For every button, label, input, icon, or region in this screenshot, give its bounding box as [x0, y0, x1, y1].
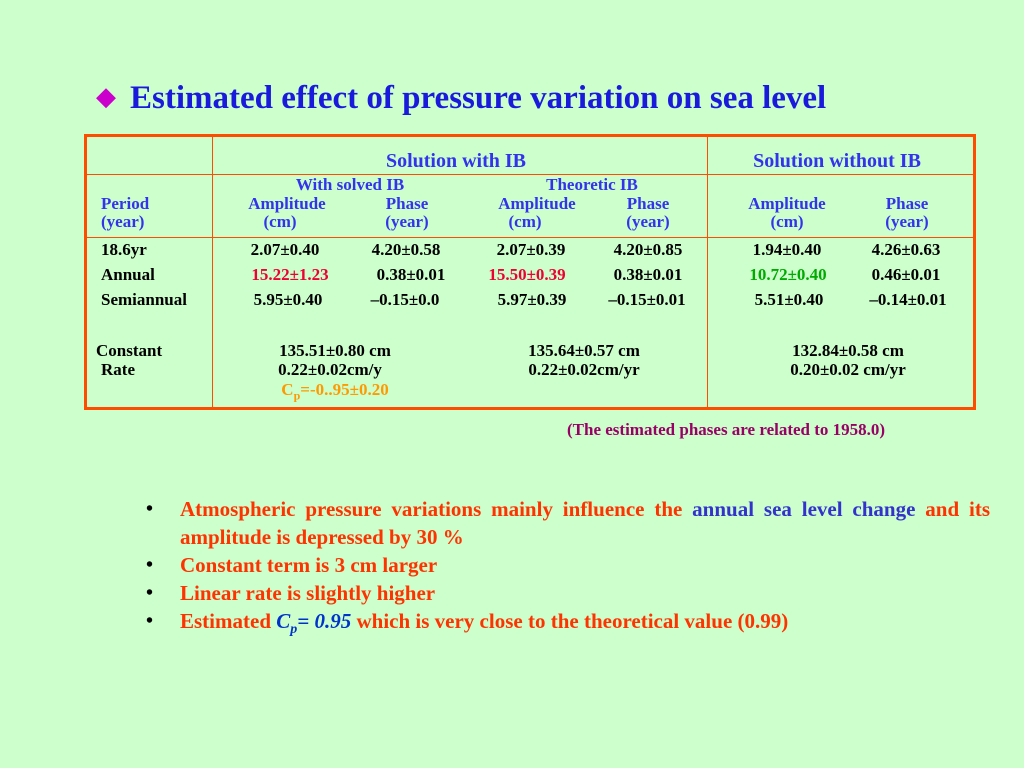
- col-phase: Phase: [885, 194, 929, 213]
- col-amplitude: Amplitude: [248, 194, 326, 213]
- bullet-dot-icon: •: [146, 610, 154, 632]
- col-phase-unit: (year): [385, 212, 429, 231]
- cell-without-amplitude: 5.51±0.40: [754, 290, 824, 309]
- constant-solved: 135.51±0.80 cm: [279, 341, 391, 360]
- cell-solved-phase: –0.15±0.0: [370, 290, 440, 309]
- diamond-bullet-icon: ◆: [96, 82, 116, 111]
- cell-theoretic-phase: 4.20±0.85: [613, 240, 683, 259]
- col-amplitude-unit: (cm): [770, 212, 804, 231]
- header-with-solved-ib: With solved IB: [295, 175, 405, 194]
- row-label: 18.6yr: [101, 240, 147, 259]
- cell-solved-amplitude: 2.07±0.40: [250, 240, 320, 259]
- conclusion-list: • Atmospheric pressure variations mainly …: [140, 495, 990, 644]
- cell-without-amplitude: 1.94±0.40: [752, 240, 822, 259]
- row-label: Annual: [101, 265, 155, 284]
- col-phase: Phase: [385, 194, 429, 213]
- col-amplitude-unit: (cm): [508, 212, 542, 231]
- col-period-unit: (year): [101, 212, 145, 231]
- constant-label: Constant: [96, 341, 163, 360]
- col-period: Period: [101, 194, 150, 213]
- rate-theoretic: 0.22±0.02cm/yr: [528, 360, 640, 379]
- cell-without-phase: 0.46±0.01: [871, 265, 941, 284]
- constant-theoretic: 135.64±0.57 cm: [528, 341, 640, 360]
- cell-theoretic-phase: 0.38±0.01: [613, 265, 683, 284]
- header-theoretic-ib: Theoretic IB: [546, 175, 638, 194]
- cell-solved-phase: 4.20±0.58: [371, 240, 441, 259]
- bullet-dot-icon: •: [146, 582, 154, 604]
- list-item: • Atmospheric pressure variations mainly …: [146, 497, 990, 549]
- slide-title-text: Estimated effect of pressure variation o…: [130, 80, 827, 116]
- header-solution-without-ib: Solution without IB: [753, 150, 921, 172]
- rate-label: Rate: [101, 360, 135, 379]
- header-solution-with-ib: Solution with IB: [385, 150, 527, 172]
- cell-theoretic-phase: –0.15±0.01: [608, 290, 686, 309]
- col-amplitude-unit: (cm): [263, 212, 297, 231]
- col-amplitude: Amplitude: [498, 194, 576, 213]
- constant-without: 132.84±0.58 cm: [792, 341, 904, 360]
- row-label: Semiannual: [101, 290, 187, 309]
- cell-theoretic-amplitude: 2.07±0.39: [496, 240, 566, 259]
- results-table: Solution with IB Solution without IB Wit…: [84, 134, 976, 410]
- col-phase: Phase: [626, 194, 670, 213]
- col-amplitude: Amplitude: [748, 194, 826, 213]
- table-divider: [212, 137, 213, 407]
- cell-theoretic-amplitude: 5.97±0.39: [497, 290, 567, 309]
- cell-solved-phase: 0.38±0.01: [376, 265, 446, 284]
- table-divider: [87, 237, 973, 238]
- cell-theoretic-amplitude: 15.50±0.39: [488, 265, 566, 284]
- cp-estimate: Cp=-0..95±0.20: [281, 380, 389, 403]
- bullet-dot-icon: •: [146, 554, 154, 576]
- cell-solved-amplitude: 5.95±0.40: [253, 290, 323, 309]
- col-phase-unit: (year): [885, 212, 929, 231]
- cell-without-phase: –0.14±0.01: [869, 290, 947, 309]
- phase-reference-note: (The estimated phases are related to 195…: [567, 420, 886, 439]
- cell-without-amplitude: 10.72±0.40: [749, 265, 827, 284]
- rate-without: 0.20±0.02 cm/yr: [790, 360, 906, 379]
- list-item: • Linear rate is slightly higher: [146, 581, 436, 605]
- rate-solved: 0.22±0.02cm/y: [278, 360, 382, 379]
- cell-solved-amplitude: 15.22±1.23: [251, 265, 329, 284]
- table-divider: [707, 137, 708, 407]
- cell-without-phase: 4.26±0.63: [871, 240, 941, 259]
- list-item: • Constant term is 3 cm larger: [146, 553, 438, 577]
- list-item: • Estimated Cp= 0.95 which is very close …: [146, 609, 789, 638]
- bullet-dot-icon: •: [146, 498, 154, 520]
- slide-title: ◆ Estimated effect of pressure variation …: [96, 80, 826, 117]
- table-divider: [87, 174, 973, 175]
- col-phase-unit: (year): [626, 212, 670, 231]
